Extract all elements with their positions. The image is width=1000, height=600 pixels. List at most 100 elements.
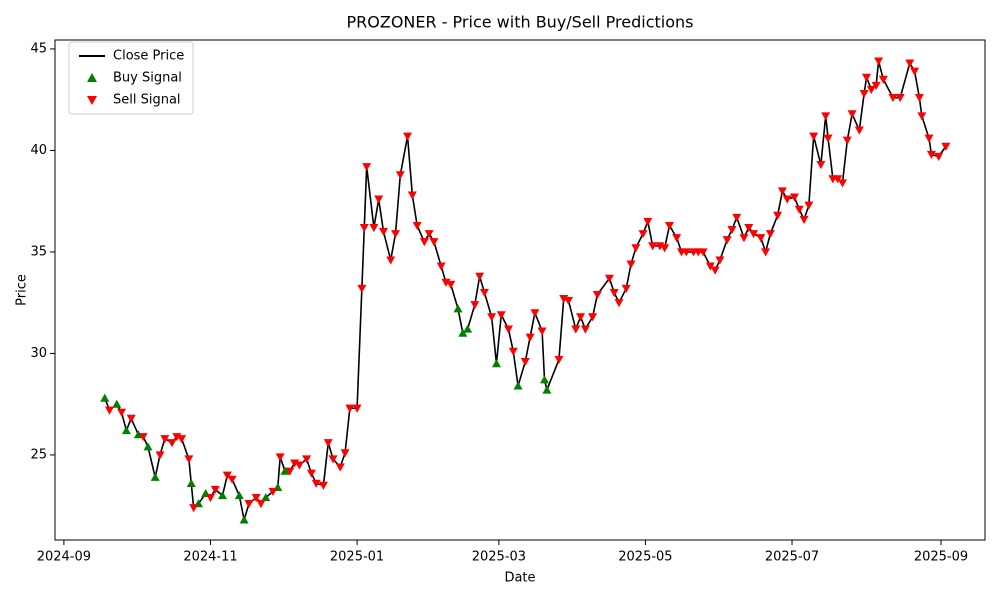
buy-marker [513,381,523,390]
sell-marker [833,175,843,184]
buy-marker [100,393,110,402]
sell-marker [809,132,819,141]
sell-marker [352,404,362,413]
x-tick-label: 2024-09 [37,550,91,565]
sell-marker [859,89,869,99]
sell-marker [525,333,535,342]
sell-marker [559,295,569,304]
sell-marker [479,288,489,298]
sell-marker [715,256,725,265]
buy-marker [540,375,550,384]
x-tick-label: 2024-11 [183,550,237,565]
sell-marker [821,112,831,121]
sell-marker [407,191,417,200]
sell-marker [172,433,182,442]
sell-marker [722,236,732,245]
sell-marker [576,313,586,322]
sell-marker [631,244,641,253]
sell-marker [345,404,355,413]
sell-marker [756,234,766,243]
sell-marker [275,453,285,462]
buy-marker [491,359,501,368]
buy-marker [261,493,271,502]
axes-frame [54,39,986,541]
legend-box [68,41,194,115]
sell-marker [227,475,237,484]
buy-marker [542,385,552,394]
sell-marker [878,75,888,84]
y-tick-label: 40 [30,143,47,158]
sell-marker [138,433,148,442]
sell-marker [374,195,384,204]
sell-marker [285,467,295,476]
legend: Close Price Buy Signal Sell Signal [68,41,194,115]
sell-marker [177,435,187,444]
sell-marker [910,67,920,76]
sell-marker [643,217,653,226]
sell-marker [189,504,199,513]
x-tick-label: 2025-05 [618,550,672,565]
buy-marker [112,399,122,408]
y-tick-label: 30 [30,346,47,361]
sell-marker [854,126,864,135]
sell-marker [530,309,540,318]
x-tick-label: 2025-01 [330,550,384,565]
sell-marker [571,325,581,334]
buy-marker [143,442,153,451]
sell-marker [580,325,590,334]
sell-marker [160,435,170,444]
sell-marker [837,179,847,188]
buy-marker [121,426,131,435]
sell-marker [362,163,372,172]
sell-marker [917,112,927,121]
buy-marker [463,324,473,333]
y-axis-label: Price [15,274,30,306]
sell-marker [340,449,350,458]
sell-marker [648,242,658,251]
y-tick-label: 35 [30,244,47,259]
sell-marker [126,414,136,423]
sell-marker [210,485,220,494]
sell-marker [475,272,485,281]
sell-marker [386,256,396,265]
sell-marker [554,355,564,365]
sell-marker [672,234,682,243]
sell-marker [739,234,749,243]
sell-marker [391,230,401,239]
legend-label: Close Price [113,49,184,64]
sell-marker [823,134,833,143]
sell-marker [874,57,884,66]
sell-marker [924,134,934,143]
sell-marker [294,461,304,470]
sell-marker [621,284,631,293]
sell-marker [359,223,369,233]
sell-marker [765,230,775,239]
sell-marker [626,260,636,269]
legend-swatch [87,96,97,105]
x-tick-label: 2025-03 [472,550,526,565]
legend-swatch [87,73,97,82]
sell-marker [369,223,379,233]
sell-marker [290,459,300,468]
sell-marker [508,347,518,356]
sell-marker [866,85,876,95]
sell-marker [710,266,720,275]
sell-marker [205,493,215,503]
sell-marker [727,226,737,235]
sell-marker [705,262,715,271]
sell-marker [638,230,648,239]
sell-marker [268,487,278,496]
sell-marker [655,242,665,251]
sell-marker [323,439,333,448]
sell-marker [732,213,742,222]
sell-marker [564,297,574,306]
sell-marker [222,471,232,480]
plot-area [100,57,951,524]
sell-marker [357,284,367,293]
sell-marker [698,248,708,257]
sell-marker [256,500,266,509]
buy-marker [458,328,468,337]
sell-marker [419,238,429,247]
sell-marker [744,223,754,233]
